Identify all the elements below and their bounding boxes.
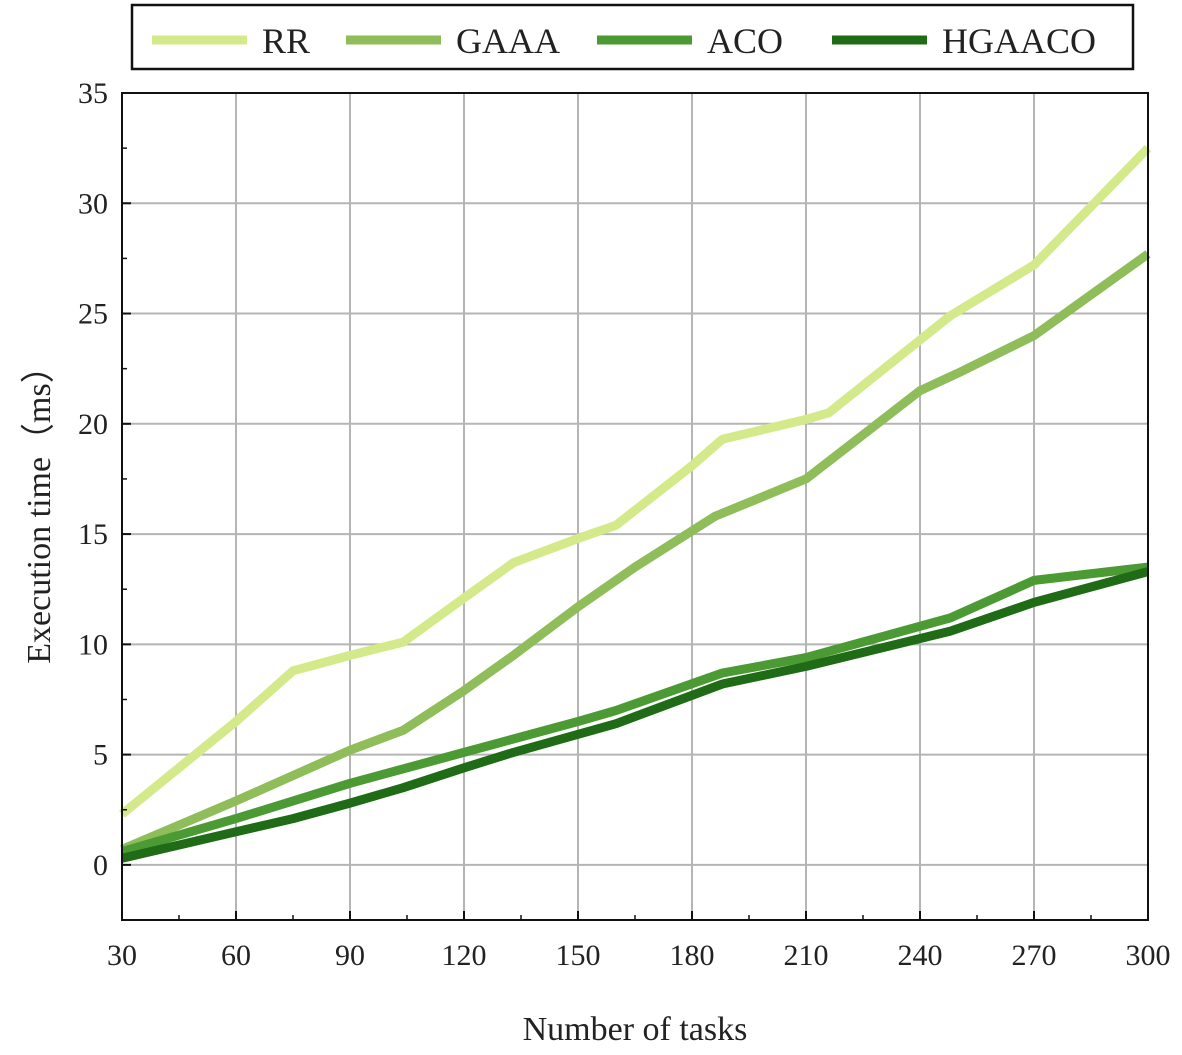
series-lines	[119, 144, 1152, 863]
y-tick-label: 15	[78, 518, 108, 551]
y-axis-label: Execution time（ms）	[20, 349, 58, 663]
legend: RR GAAA ACO HGAACO	[130, 3, 1135, 71]
series-line-aco	[120, 562, 1149, 856]
x-tick-label: 90	[335, 939, 365, 972]
x-tick-label: 60	[221, 939, 251, 972]
x-tick-label: 300	[1126, 939, 1171, 972]
y-tick-label: 10	[78, 628, 108, 661]
legend-label-hgaaco: HGAACO	[942, 21, 1096, 61]
series-line-gaaa	[120, 250, 1151, 854]
y-tick-label: 20	[78, 408, 108, 441]
x-tick-label: 180	[670, 939, 715, 972]
x-tick-label: 120	[442, 939, 487, 972]
legend-label-gaaa: GAAA	[456, 21, 560, 61]
x-tick-label: 30	[107, 939, 137, 972]
y-tick-label: 5	[93, 739, 108, 772]
axis-ticks: 30 60 90 120 150 180 210 240 270 300 0 5 10 15 20 25 30 3…	[78, 77, 1171, 972]
series-line-hgaaco	[120, 567, 1150, 863]
y-tick-label: 0	[93, 849, 108, 882]
y-tick-label: 25	[78, 298, 108, 331]
x-tick-label: 210	[784, 939, 829, 972]
legend-label-rr: RR	[262, 21, 310, 61]
x-tick-label: 240	[898, 939, 943, 972]
series-line-rr	[119, 144, 1152, 818]
y-tick-label: 35	[78, 77, 108, 110]
y-tick-label: 30	[78, 187, 108, 220]
legend-label-aco: ACO	[707, 21, 783, 61]
x-tick-label: 270	[1012, 939, 1057, 972]
x-tick-label: 150	[556, 939, 601, 972]
grid	[122, 93, 1148, 920]
x-axis-label: Number of tasks	[523, 1011, 748, 1048]
